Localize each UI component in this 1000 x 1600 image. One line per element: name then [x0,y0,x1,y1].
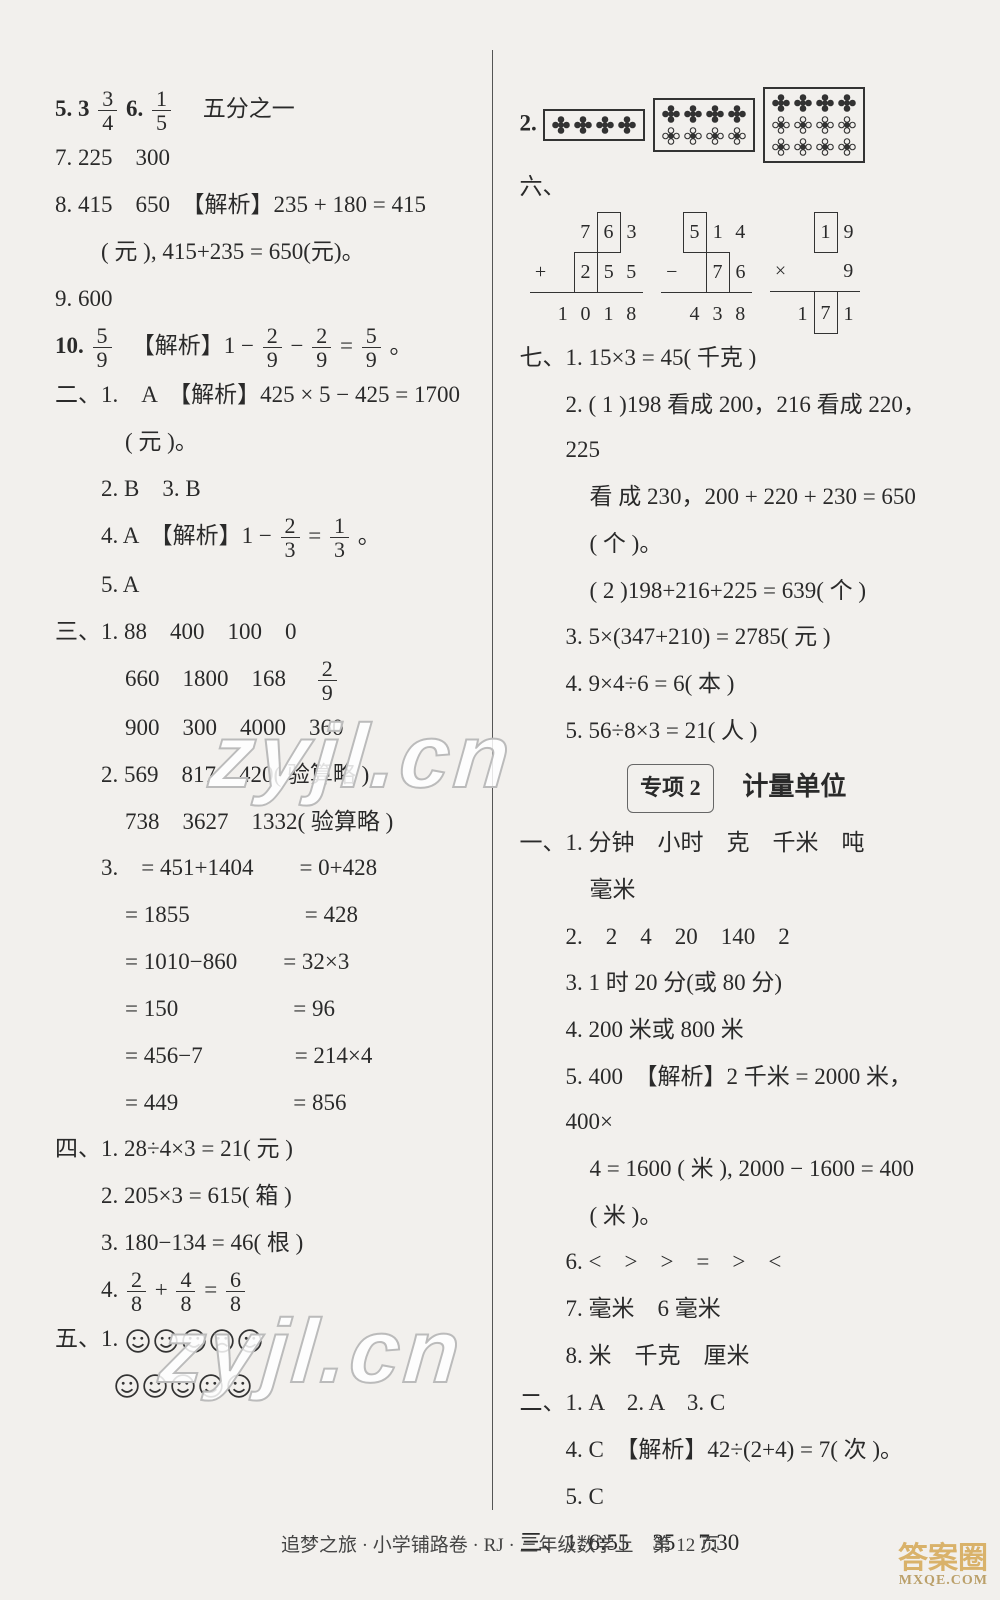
s2-4: 4. C 【解析】42÷(2+4) = 7( 次 )。 [520,1428,955,1473]
sec3-3e: = 456−7 = 214×4 [55,1034,490,1079]
sec7-2d: ( 2 )198+216+225 = 639( 个 ) [520,569,955,614]
sec7-2b: 看 成 230，200 + 220 + 230 = 650 [520,475,955,520]
sec7-5: 5. 56÷8×3 = 21( 人 ) [520,709,955,754]
sec3-2b: 738 3627 1332( 验算略 ) [55,800,490,845]
sec4-4: 4. 28 + 48 = 68 [55,1268,490,1315]
line-10: 10. 59 【解析】1 − 29 − 29 = 59 。 [55,324,490,371]
s1-7: 7. 毫米 6 毫米 [520,1287,955,1332]
tag-badge: 专项 2 [627,764,714,813]
sec3-2a: 2. 569 817 420( 验算略 ) [55,753,490,798]
s1-2: 2. 2 4 20 140 2 [520,915,955,960]
line-5: 5. 3 34 6. 15 五分之一 [55,87,490,134]
sec3-3f: = 449 = 856 [55,1081,490,1126]
flower-boxes [543,110,873,135]
s1-8: 8. 米 千克 厘米 [520,1334,955,1379]
fraction: 15 [152,87,171,134]
left-column: 5. 3 34 6. 15 五分之一 7. 225 300 8. 415 650… [55,85,490,1570]
columns: 5. 3 34 6. 15 五分之一 7. 225 300 8. 415 650… [55,85,954,1570]
sec4-2: 2. 205×3 = 615( 箱 ) [55,1174,490,1219]
s1-3: 3. 1 时 20 分(或 80 分) [520,961,955,1006]
s2-5: 5. C [520,1475,955,1520]
section-tag: 专项 2 计量单位 [520,762,955,813]
sec2-23: 2. B 3. B [55,467,490,512]
tag-title: 计量单位 [742,772,846,801]
sec6: 六、 [520,165,955,210]
sec4-1: 四、1. 28÷4×3 = 21( 元 ) [55,1127,490,1172]
sec3-1a: 三、1. 88 400 100 0 [55,610,490,655]
sec2-5: 5. A [55,563,490,608]
sec7-2a: 2. ( 1 )198 看成 200，216 看成 220，225 [520,383,955,473]
s1-5b: 4 = 1600 ( 米 ), 2000 − 1600 = 400 [520,1147,955,1192]
r2: 2. [520,87,955,163]
sec3-3d: = 150 = 96 [55,987,490,1032]
sec5: 五、1. [55,1317,490,1407]
fraction: 34 [98,87,117,134]
sec7-1: 七、1. 15×3 = 45( 千克 ) [520,336,955,381]
sec2-4: 4. A 【解析】1 − 23 = 13 。 [55,514,490,561]
s1-5a: 5. 400 【解析】2 千米 = 2000 米，400× [520,1055,955,1145]
s1-1a: 一、1. 分钟 小时 克 千米 吨 [520,821,955,866]
sec3-1b: 660 1800 168 29 [55,657,490,704]
sec3-3a: 3. = 451+1404 = 0+428 [55,846,490,891]
sec3-3c: = 1010−860 = 32×3 [55,940,490,985]
s1-1b: 毫米 [520,868,955,913]
page-footer: 追梦之旅 · 小学铺路卷 · RJ · 三年级数学上 第 12 页 [0,1527,1000,1564]
s1-5c: ( 米 )。 [520,1194,955,1239]
line-8b: ( 元 ), 415+235 = 650(元)。 [55,230,490,275]
sec7-2c: ( 个 )。 [520,522,955,567]
sec7-3: 3. 5×(347+210) = 2785( 元 ) [520,615,955,660]
page: 5. 3 34 6. 15 五分之一 7. 225 300 8. 415 650… [0,0,1000,1600]
line-8a: 8. 415 650 【解析】235 + 180 = 415 [55,183,490,228]
q-num: 5. 3 [55,96,90,121]
s2-1: 二、1. A 2. A 3. C [520,1381,955,1426]
line-9: 9. 600 [55,277,490,322]
arith-row: 763+2551018514−7643819×9171 [520,212,955,335]
line-7: 7. 225 300 [55,136,490,181]
sec4-3: 3. 180−134 = 46( 根 ) [55,1221,490,1266]
right-column: 2. [520,85,955,1570]
s1-4: 4. 200 米或 800 米 [520,1008,955,1053]
sec3-1c: 900 300 4000 360 [55,706,490,751]
sec7-4: 4. 9×4÷6 = 6( 本 ) [520,662,955,707]
sec2-1b: ( 元 )。 [55,420,490,465]
sec3-3b: = 1855 = 428 [55,893,490,938]
column-divider [492,50,493,1510]
corner-brand: 答案圈 MXQE.COM [898,1544,988,1588]
s1-6: 6. < > > = > < [520,1240,955,1285]
sec2-1a: 二、1. A 【解析】425 × 5 − 425 = 1700 [55,373,490,418]
